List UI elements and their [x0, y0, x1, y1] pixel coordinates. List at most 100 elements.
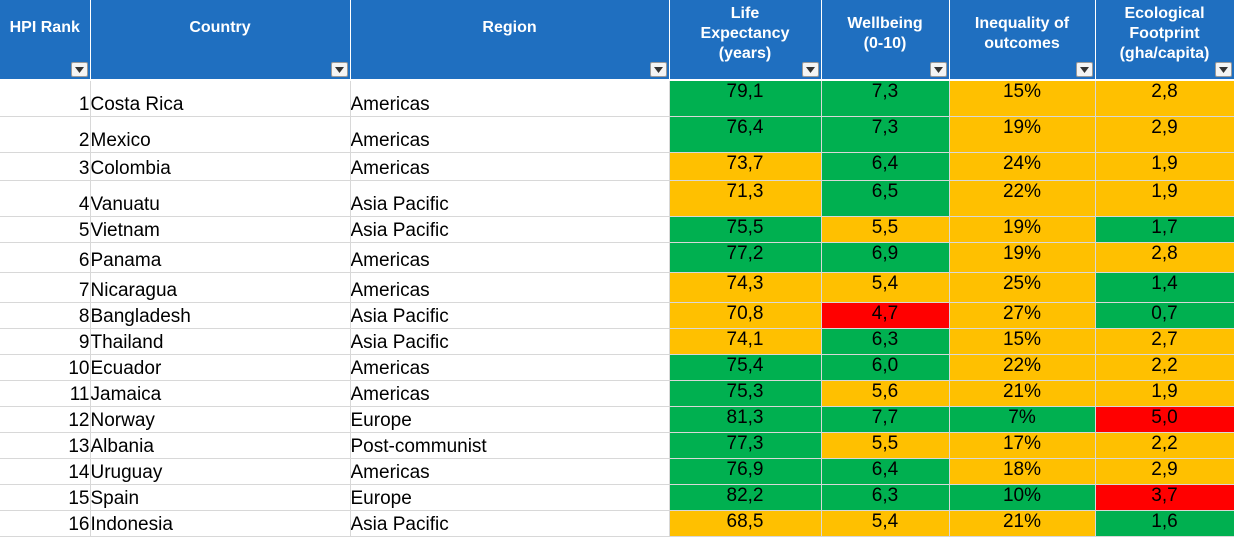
region-cell[interactable]: Asia Pacific: [350, 216, 670, 243]
region-cell[interactable]: Americas: [350, 242, 670, 273]
inequality-cell[interactable]: 10%: [949, 484, 1096, 511]
country-cell[interactable]: Panama: [90, 242, 351, 273]
wellbeing-cell[interactable]: 5,5: [821, 216, 950, 243]
wellbeing-cell[interactable]: 6,9: [821, 242, 950, 273]
region-cell[interactable]: Americas: [350, 80, 670, 117]
wellbeing-cell[interactable]: 6,3: [821, 328, 950, 355]
filter-dropdown-button[interactable]: [70, 62, 88, 77]
life-expectancy-cell[interactable]: 76,4: [669, 116, 822, 153]
inequality-cell[interactable]: 21%: [949, 510, 1096, 537]
country-cell[interactable]: Colombia: [90, 152, 351, 181]
region-cell[interactable]: Americas: [350, 116, 670, 153]
inequality-cell[interactable]: 18%: [949, 458, 1096, 485]
country-cell[interactable]: Vietnam: [90, 216, 351, 243]
region-cell[interactable]: Post-communist: [350, 432, 670, 459]
inequality-cell[interactable]: 24%: [949, 152, 1096, 181]
region-cell[interactable]: Americas: [350, 272, 670, 303]
rank-cell[interactable]: 15: [0, 484, 91, 511]
inequality-cell[interactable]: 19%: [949, 242, 1096, 273]
ecological-footprint-cell[interactable]: 2,9: [1095, 458, 1234, 485]
country-cell[interactable]: Indonesia: [90, 510, 351, 537]
ecological-footprint-cell[interactable]: 2,7: [1095, 328, 1234, 355]
inequality-cell[interactable]: 25%: [949, 272, 1096, 303]
country-cell[interactable]: Vanuatu: [90, 180, 351, 217]
wellbeing-cell[interactable]: 4,7: [821, 302, 950, 329]
life-expectancy-cell[interactable]: 75,5: [669, 216, 822, 243]
ecological-footprint-cell[interactable]: 1,4: [1095, 272, 1234, 303]
rank-cell[interactable]: 8: [0, 302, 91, 329]
life-expectancy-cell[interactable]: 79,1: [669, 80, 822, 117]
ecological-footprint-cell[interactable]: 1,9: [1095, 180, 1234, 217]
wellbeing-cell[interactable]: 6,0: [821, 354, 950, 381]
life-expectancy-cell[interactable]: 74,1: [669, 328, 822, 355]
region-cell[interactable]: Asia Pacific: [350, 328, 670, 355]
region-cell[interactable]: Americas: [350, 152, 670, 181]
life-expectancy-cell[interactable]: 77,2: [669, 242, 822, 273]
country-cell[interactable]: Spain: [90, 484, 351, 511]
ecological-footprint-cell[interactable]: 3,7: [1095, 484, 1234, 511]
filter-dropdown-button[interactable]: [330, 62, 348, 77]
life-expectancy-cell[interactable]: 75,3: [669, 380, 822, 407]
ecological-footprint-cell[interactable]: 2,8: [1095, 242, 1234, 273]
inequality-cell[interactable]: 17%: [949, 432, 1096, 459]
wellbeing-cell[interactable]: 7,7: [821, 406, 950, 433]
inequality-cell[interactable]: 22%: [949, 180, 1096, 217]
life-expectancy-cell[interactable]: 73,7: [669, 152, 822, 181]
filter-dropdown-button[interactable]: [1214, 62, 1232, 77]
country-cell[interactable]: Bangladesh: [90, 302, 351, 329]
rank-cell[interactable]: 10: [0, 354, 91, 381]
rank-cell[interactable]: 14: [0, 458, 91, 485]
ecological-footprint-cell[interactable]: 2,9: [1095, 116, 1234, 153]
rank-cell[interactable]: 1: [0, 80, 91, 117]
wellbeing-cell[interactable]: 5,4: [821, 510, 950, 537]
inequality-cell[interactable]: 21%: [949, 380, 1096, 407]
inequality-cell[interactable]: 15%: [949, 80, 1096, 117]
region-cell[interactable]: Europe: [350, 484, 670, 511]
wellbeing-cell[interactable]: 5,4: [821, 272, 950, 303]
life-expectancy-cell[interactable]: 71,3: [669, 180, 822, 217]
rank-cell[interactable]: 13: [0, 432, 91, 459]
ecological-footprint-cell[interactable]: 1,9: [1095, 380, 1234, 407]
filter-dropdown-button[interactable]: [929, 62, 947, 77]
rank-cell[interactable]: 3: [0, 152, 91, 181]
country-cell[interactable]: Jamaica: [90, 380, 351, 407]
ecological-footprint-cell[interactable]: 5,0: [1095, 406, 1234, 433]
country-cell[interactable]: Ecuador: [90, 354, 351, 381]
rank-cell[interactable]: 16: [0, 510, 91, 537]
rank-cell[interactable]: 6: [0, 242, 91, 273]
region-cell[interactable]: Americas: [350, 380, 670, 407]
rank-cell[interactable]: 11: [0, 380, 91, 407]
life-expectancy-cell[interactable]: 76,9: [669, 458, 822, 485]
country-cell[interactable]: Thailand: [90, 328, 351, 355]
rank-cell[interactable]: 2: [0, 116, 91, 153]
inequality-cell[interactable]: 22%: [949, 354, 1096, 381]
inequality-cell[interactable]: 19%: [949, 116, 1096, 153]
wellbeing-cell[interactable]: 6,4: [821, 152, 950, 181]
life-expectancy-cell[interactable]: 82,2: [669, 484, 822, 511]
country-cell[interactable]: Uruguay: [90, 458, 351, 485]
ecological-footprint-cell[interactable]: 1,6: [1095, 510, 1234, 537]
inequality-cell[interactable]: 27%: [949, 302, 1096, 329]
inequality-cell[interactable]: 15%: [949, 328, 1096, 355]
life-expectancy-cell[interactable]: 75,4: [669, 354, 822, 381]
inequality-cell[interactable]: 19%: [949, 216, 1096, 243]
filter-dropdown-button[interactable]: [801, 62, 819, 77]
ecological-footprint-cell[interactable]: 2,2: [1095, 432, 1234, 459]
life-expectancy-cell[interactable]: 68,5: [669, 510, 822, 537]
wellbeing-cell[interactable]: 6,3: [821, 484, 950, 511]
country-cell[interactable]: Mexico: [90, 116, 351, 153]
region-cell[interactable]: Asia Pacific: [350, 180, 670, 217]
country-cell[interactable]: Nicaragua: [90, 272, 351, 303]
ecological-footprint-cell[interactable]: 2,2: [1095, 354, 1234, 381]
wellbeing-cell[interactable]: 5,6: [821, 380, 950, 407]
inequality-cell[interactable]: 7%: [949, 406, 1096, 433]
wellbeing-cell[interactable]: 7,3: [821, 116, 950, 153]
region-cell[interactable]: Asia Pacific: [350, 510, 670, 537]
rank-cell[interactable]: 9: [0, 328, 91, 355]
ecological-footprint-cell[interactable]: 2,8: [1095, 80, 1234, 117]
country-cell[interactable]: Albania: [90, 432, 351, 459]
ecological-footprint-cell[interactable]: 1,7: [1095, 216, 1234, 243]
wellbeing-cell[interactable]: 6,5: [821, 180, 950, 217]
region-cell[interactable]: Europe: [350, 406, 670, 433]
life-expectancy-cell[interactable]: 74,3: [669, 272, 822, 303]
